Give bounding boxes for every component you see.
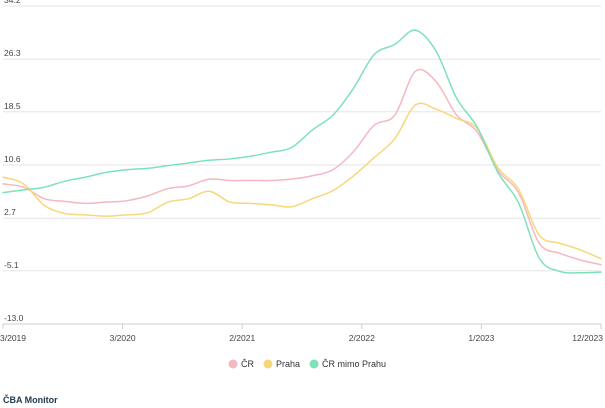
y-tick-label: 10.6 <box>4 154 21 164</box>
series-line-2 <box>2 29 602 274</box>
x-tick-label: 2/2021 <box>229 333 255 343</box>
x-tick-label: 3/2020 <box>110 333 136 343</box>
legend-marker <box>228 359 238 369</box>
x-tick-label: 1/2023 <box>468 333 494 343</box>
x-axis-ticks: 3/2019 3/2020 2/2021 2/2022 1/2023 12/2023 <box>0 324 603 343</box>
legend-label: Praha <box>276 359 300 369</box>
y-tick-label: -13.0 <box>4 313 24 323</box>
x-tick-label: 3/2019 <box>0 333 26 343</box>
legend: ČR Praha ČR mimo Prahu <box>228 359 387 369</box>
y-tick-label: 18.5 <box>4 101 21 111</box>
legend-item-0[interactable]: ČR <box>228 359 255 369</box>
legend-marker <box>309 359 319 369</box>
y-tick-label: 26.3 <box>4 48 21 58</box>
series-line-0 <box>2 68 602 266</box>
legend-label: ČR mimo Prahu <box>322 359 386 369</box>
series-line-1 <box>2 102 602 260</box>
x-tick-label: 12/2023 <box>572 333 603 343</box>
source-label: ČBA Monitor <box>3 395 58 405</box>
y-tick-label: 34.2 <box>4 0 21 5</box>
x-tick-label: 2/2022 <box>349 333 375 343</box>
y-axis-ticks: -13.0 -5.1 2.7 10.6 18.5 26.3 34.2 <box>4 0 24 323</box>
legend-item-1[interactable]: Praha <box>263 359 301 369</box>
series-layer <box>2 29 602 274</box>
legend-label: ČR <box>241 359 254 369</box>
legend-marker <box>263 359 273 369</box>
legend-item-2[interactable]: ČR mimo Prahu <box>309 359 387 369</box>
y-tick-label: 2.7 <box>4 207 16 217</box>
grid-layer <box>3 5 601 325</box>
y-tick-label: -5.1 <box>4 260 19 270</box>
